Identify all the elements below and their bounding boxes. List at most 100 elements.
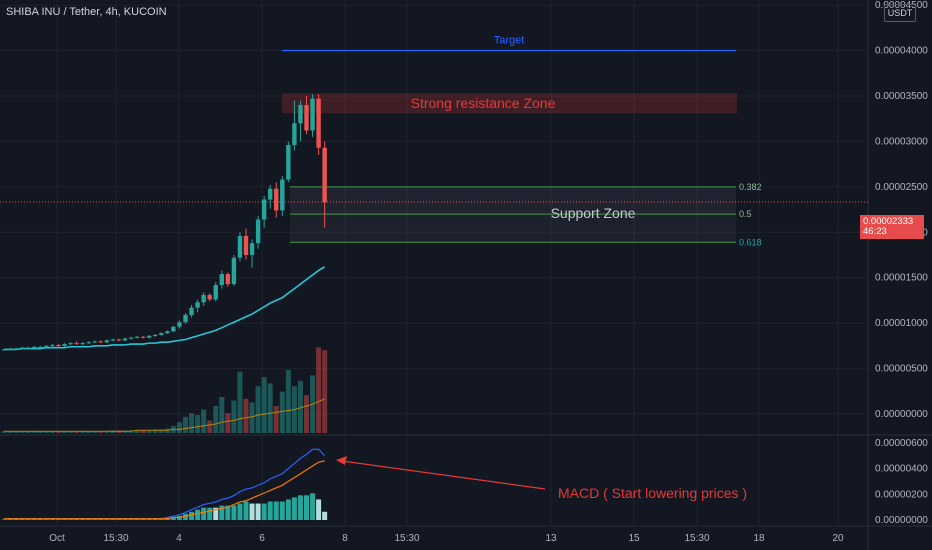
volume-bar [1, 431, 7, 433]
candle-body [201, 294, 206, 303]
macd-arrow-line [341, 460, 546, 490]
fib-level-label: 0.382 [739, 182, 762, 192]
macd-histogram-bar [316, 499, 322, 520]
volume-bar [80, 431, 86, 433]
macd-histogram-bar [122, 519, 128, 520]
symbol-title[interactable]: SHIBA INU / Tether, 4h, KUCOIN [6, 6, 167, 18]
macd-histogram-bar [231, 505, 237, 520]
candle-body [219, 274, 224, 285]
macd-annotation-label: MACD ( Start lowering prices ) [558, 485, 747, 501]
volume-bar [37, 431, 43, 433]
candle-body [274, 188, 279, 211]
macd-histogram-bar [134, 519, 140, 520]
macd-histogram-bar [19, 519, 25, 520]
macd-histogram-bar [68, 519, 74, 520]
volume-bar [285, 370, 291, 433]
volume-bar [152, 429, 158, 433]
macd-histogram-bar [55, 519, 61, 520]
macd-histogram-bar [62, 519, 67, 520]
volume-bar [249, 402, 255, 433]
price-tick-label: 0.00004500 [875, 0, 928, 11]
volume-bar [98, 431, 104, 433]
volume-bar [13, 431, 19, 433]
support-zone-upper [290, 186, 736, 215]
volume-ma-line [4, 398, 325, 432]
candle-body [68, 343, 73, 345]
candle-body [62, 344, 67, 346]
volume-bar [255, 386, 261, 433]
volume-bar [213, 406, 219, 433]
macd-histogram-bar [285, 499, 291, 520]
macd-histogram-bar [322, 511, 328, 520]
volume-bar [68, 431, 74, 433]
fib-level-label: 0.5 [739, 209, 752, 219]
macd-histogram-bar [267, 501, 273, 520]
time-tick-label: 20 [832, 533, 844, 544]
volume-bar [237, 371, 243, 433]
volume-bar [146, 430, 152, 433]
macd-histogram-bar [104, 519, 110, 520]
macd-histogram-bar [237, 503, 243, 520]
volume-bar [279, 391, 285, 433]
candle-body [322, 147, 327, 203]
support-zone-lower [290, 214, 736, 243]
signal-line [4, 460, 325, 520]
candle-body [207, 294, 212, 300]
candle-body [122, 338, 128, 341]
volume-bar [261, 377, 267, 433]
volume-bar [219, 397, 225, 433]
time-tick-label: Oct [49, 533, 65, 544]
candle-body [147, 335, 152, 338]
volume-bar [297, 380, 303, 433]
macd-histogram-bar [207, 507, 213, 520]
macd-histogram-bar [13, 519, 19, 520]
candle-body [56, 344, 61, 346]
currency-unit-button[interactable]: USDT [884, 4, 916, 22]
volume-bar [243, 398, 249, 433]
volume-bar [158, 429, 164, 433]
volume-bar [19, 431, 25, 433]
candle-body [140, 336, 146, 338]
candle-body [98, 341, 103, 343]
macd-histogram-bar [291, 497, 297, 520]
candle-body [237, 235, 243, 258]
macd-histogram-bar [1, 519, 7, 520]
time-tick-label: 18 [753, 533, 765, 544]
candle-body [231, 257, 237, 285]
fib-level-label: 0.618 [739, 237, 762, 247]
macd-histogram-bar [31, 519, 37, 520]
resistance-zone-label: Strong resistance Zone [411, 95, 556, 111]
macd-histogram-bar [170, 517, 176, 520]
candle-body [213, 284, 218, 300]
macd-histogram-bar [74, 519, 80, 520]
candle-body [171, 326, 176, 332]
candle-body [195, 302, 200, 308]
volume-bar [267, 383, 273, 433]
candle-body [249, 243, 255, 255]
candle-body [134, 336, 140, 338]
macd-histogram-bar [49, 519, 55, 520]
candle-body [32, 346, 37, 348]
macd-histogram-bar [110, 519, 116, 520]
time-tick-label: 15:30 [684, 533, 709, 544]
candle-body [255, 219, 261, 244]
macd-histogram-bar [128, 519, 134, 520]
resistance-zone [282, 93, 737, 114]
volume-bar [86, 431, 92, 433]
volume-bar [195, 415, 201, 433]
candle-body [304, 105, 309, 131]
volume-bar [55, 431, 61, 433]
candle-body [7, 348, 13, 350]
time-tick-label: 15:30 [103, 533, 128, 544]
candle-body [26, 347, 31, 349]
macd-histogram-bar [80, 519, 86, 520]
macd-histogram-bar [158, 519, 164, 520]
candle-body [80, 343, 85, 345]
macd-histogram-bar [219, 505, 225, 520]
price-tick-label: 0.00003000 [875, 136, 928, 147]
support-zone-label: Support Zone [551, 205, 636, 221]
candle-body [280, 179, 285, 211]
candle-body [189, 307, 194, 315]
